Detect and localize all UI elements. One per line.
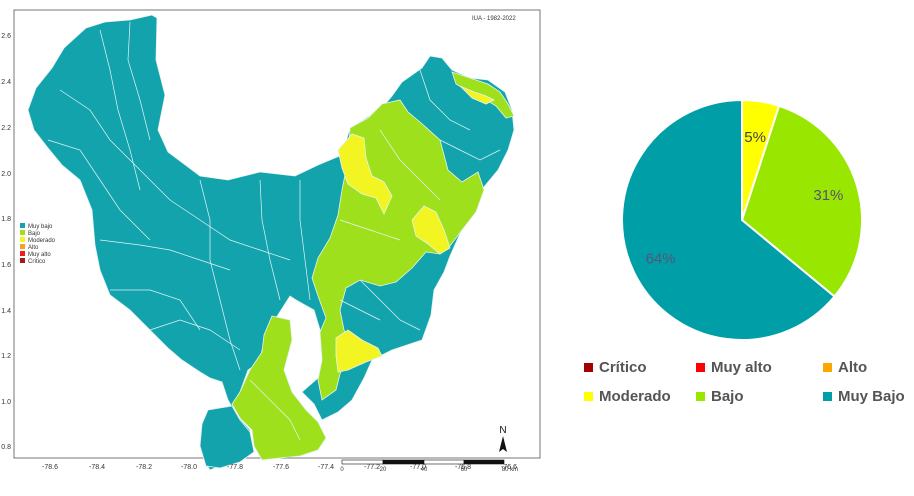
map-legend-label-2: Moderado	[28, 238, 56, 244]
pie-labels: 5% 31% 64%	[646, 129, 844, 267]
scale-label-3: 60	[461, 467, 468, 473]
region-moderado-south	[335, 329, 383, 373]
scale-label-1: 20	[380, 467, 387, 473]
x-tick-2: -78.2	[136, 464, 152, 471]
y-tick-8: 1.0	[1, 399, 11, 406]
y-tick-9: 0.8	[1, 444, 11, 451]
legend-label: Crítico	[599, 358, 647, 376]
legend-swatch	[584, 362, 593, 372]
pie-legend-item-critico: Crítico	[584, 356, 647, 378]
y-tick-3: 2.0	[1, 171, 11, 178]
region-muy-bajo-south	[199, 405, 255, 469]
pie-label-bajo: 31%	[813, 187, 843, 204]
subbasin-boundaries	[47, 21, 501, 441]
north-label: N	[499, 425, 506, 436]
map-legend-label-1: Bajo	[28, 231, 41, 237]
map-legend-swatch-1	[20, 230, 25, 235]
x-tick-5: -77.6	[273, 464, 289, 471]
y-tick-1: 2.4	[1, 79, 11, 86]
x-tick-8: -77.0	[410, 464, 426, 471]
legend-swatch	[823, 391, 832, 401]
legend-label: Moderado	[599, 387, 671, 405]
map-legend: Muy bajo Bajo Moderado Alto Muy alto Crí…	[20, 223, 56, 265]
pie-chart: 5% 31% 64%	[621, 98, 863, 341]
pie-legend-item-muy-alto: Muy alto	[696, 356, 772, 378]
region-moderado-east	[411, 205, 451, 255]
pie-legend-item-moderado: Moderado	[584, 385, 671, 407]
map-legend-swatch-3	[20, 244, 25, 249]
legend-label: Bajo	[711, 387, 744, 405]
scale-label-2: 40	[421, 467, 428, 473]
pie-legend-item-bajo: Bajo	[696, 385, 744, 407]
map-legend-swatch-2	[20, 237, 25, 242]
map-legend-label-4: Muy alto	[28, 252, 51, 258]
legend-label: Muy alto	[711, 358, 772, 376]
pie-slices	[621, 98, 863, 341]
pie-legend-item-muy-bajo: Muy Bajo	[823, 385, 905, 407]
y-axis-ticks: 2.6 2.4 2.2 2.0 1.8 1.6 1.4 1.2 1.0 0.8	[1, 33, 11, 451]
pie-label-moderado: 5%	[744, 129, 766, 146]
x-tick-6: -77.4	[318, 464, 334, 471]
region-moderado-north	[337, 133, 393, 215]
map-legend-label-0: Muy bajo	[28, 224, 53, 230]
region-bajo-south	[231, 315, 327, 461]
north-arrow-icon: N	[499, 425, 507, 452]
legend-swatch	[696, 391, 705, 401]
y-tick-4: 1.8	[1, 216, 11, 223]
pie-slice-muy-bajo	[621, 98, 836, 341]
pie-slice-bajo	[740, 104, 863, 298]
pie-legend: Crítico Muy alto Alto Moderado Bajo Muy …	[584, 356, 914, 412]
legend-swatch	[823, 362, 832, 372]
legend-label: Alto	[838, 358, 868, 376]
map-legend-label-3: Alto	[28, 245, 39, 251]
scale-label-0: 0	[340, 467, 344, 473]
map-legend-swatch-5	[20, 258, 25, 263]
map-period-label: IUA - 1982-2022	[472, 16, 516, 22]
map-panel: IUA - 1982-2022 Muy bajo Bajo Moderado A…	[1, 9, 541, 473]
pie-label-muy-bajo: 64%	[646, 250, 676, 267]
y-tick-6: 1.4	[1, 308, 11, 315]
x-tick-0: -78.6	[42, 464, 58, 471]
map: IUA - 1982-2022 Muy bajo Bajo Moderado A…	[1, 9, 541, 473]
y-tick-5: 1.6	[1, 262, 11, 269]
scale-bar: 0 20 40 60 80 km	[340, 459, 518, 473]
region-moderado-northeast	[459, 85, 495, 105]
legend-swatch	[584, 391, 593, 401]
map-legend-label-5: Crítico	[28, 259, 46, 265]
map-legend-swatch-0	[20, 223, 25, 228]
y-tick-2: 2.2	[1, 125, 11, 132]
map-legend-swatch-4	[20, 251, 25, 256]
y-tick-7: 1.2	[1, 353, 11, 360]
pie-legend-item-alto: Alto	[823, 356, 867, 378]
x-tick-1: -78.4	[89, 464, 105, 471]
x-tick-7: -77.2	[364, 464, 380, 471]
legend-label: Muy Bajo	[838, 387, 905, 405]
x-tick-9: -76.8	[455, 464, 471, 471]
legend-swatch	[696, 362, 705, 372]
scale-label-4: 80 km	[502, 467, 518, 473]
y-tick-0: 2.6	[1, 33, 11, 40]
x-tick-4: -77.8	[227, 464, 243, 471]
x-axis-ticks: -78.6 -78.4 -78.2 -78.0 -77.8 -77.6 -77.…	[42, 464, 517, 471]
x-tick-3: -78.0	[181, 464, 197, 471]
x-tick-10: -76.6	[501, 464, 517, 471]
